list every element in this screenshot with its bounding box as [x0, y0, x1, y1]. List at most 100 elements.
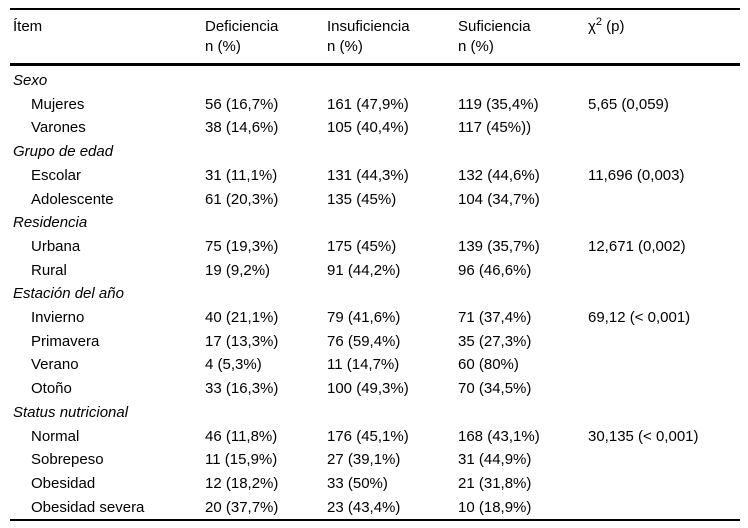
cell-chi-squared: 5,65 (0,059) [588, 95, 669, 113]
group-label: Sexo [13, 72, 48, 89]
table-row: Urbana 75 (19,3%) 175 (45%) 139 (35,7%) 12,6… [10, 235, 740, 259]
cell-chi-squared [588, 448, 740, 472]
cell-chi-squared [588, 330, 740, 354]
row-label: Invierno [31, 309, 85, 327]
table-row: Sobrepeso 11 (15,9%) 27 (39,1%) 31 (44,9%) [10, 448, 740, 472]
cell-chi-squared [588, 116, 740, 140]
cell-suficiencia: 96 (46,6%) [458, 261, 532, 279]
col-header-insuficiencia: Insuficiencia n (%) [327, 9, 458, 65]
cell-chi-squared [588, 259, 740, 283]
group-row: Grupo de edad [10, 140, 740, 164]
col-header-insuficiencia-label: Insuficiencia [327, 18, 410, 35]
cell-deficiencia: 31 (11,1%) [205, 166, 278, 184]
group-row: Residencia [10, 211, 740, 235]
group-label: Grupo de edad [13, 143, 114, 161]
cell-chi-squared [588, 496, 740, 521]
cell-deficiencia: 11 (15,9%) [205, 451, 278, 469]
group-row: Sexo [10, 65, 740, 93]
table-body: Sexo Mujeres 56 (16,7%) 161 (47,9%) 119 (35,… [10, 65, 740, 521]
cell-suficiencia: 35 (27,3%) [458, 332, 532, 350]
group-label: Estación del año [13, 285, 124, 303]
cell-insuficiencia: 135 (45%) [327, 190, 397, 208]
cell-insuficiencia: 11 (14,7%) [327, 356, 400, 374]
cell-suficiencia: 60 (80%) [458, 356, 519, 374]
table-row: Verano 4 (5,3%) 11 (14,7%) 60 (80%) [10, 353, 740, 377]
group-row: Status nutricional [10, 401, 740, 425]
cell-chi-squared [588, 188, 740, 212]
cell-chi-squared: 12,671 (0,002) [588, 237, 686, 255]
cell-deficiencia: 4 (5,3%) [205, 356, 262, 374]
col-header-suficiencia-sub: n (%) [458, 38, 494, 55]
cell-suficiencia: 139 (35,7%) [458, 237, 540, 255]
cell-suficiencia: 70 (34,5%) [458, 380, 532, 398]
cell-chi-squared: 11,696 (0,003) [588, 166, 685, 184]
chi-p-label: (p) [602, 18, 625, 35]
col-header-suficiencia-label: Suficiencia [458, 18, 531, 35]
col-header-insuficiencia-sub: n (%) [327, 38, 363, 55]
cell-deficiencia: 61 (20,3%) [205, 190, 279, 208]
cell-suficiencia: 168 (43,1%) [458, 427, 540, 445]
col-header-item-label: Ítem [13, 18, 43, 35]
row-label: Sobrepeso [31, 451, 104, 469]
cell-deficiencia: 40 (21,1%) [205, 309, 279, 327]
row-label: Varones [31, 119, 86, 137]
col-header-deficiencia-label: Deficiencia [205, 18, 279, 35]
row-label: Obesidad severa [31, 498, 145, 516]
cell-chi-squared [588, 472, 740, 496]
cell-deficiencia: 46 (11,8%) [205, 427, 278, 445]
cell-insuficiencia: 79 (41,6%) [327, 309, 401, 327]
col-header-chi-squared: χ2 (p) [588, 9, 740, 65]
cell-chi-squared [588, 377, 740, 401]
row-label: Mujeres [31, 95, 85, 113]
cell-insuficiencia: 91 (44,2%) [327, 261, 401, 279]
cell-suficiencia: 119 (35,4%) [458, 95, 539, 113]
chi-symbol: χ [588, 18, 596, 35]
cell-chi-squared: 30,135 (< 0,001) [588, 427, 699, 445]
cell-deficiencia: 75 (19,3%) [205, 237, 279, 255]
cell-suficiencia: 117 (45%)) [458, 119, 532, 137]
cell-deficiencia: 56 (16,7%) [205, 95, 279, 113]
col-header-suficiencia: Suficiencia n (%) [458, 9, 588, 65]
cell-insuficiencia: 27 (39,1%) [327, 451, 401, 469]
row-label: Obesidad [31, 474, 96, 492]
group-label: Residencia [13, 214, 88, 232]
cell-suficiencia: 31 (44,9%) [458, 451, 532, 469]
table-row: Varones 38 (14,6%) 105 (40,4%) 117 (45%)) [10, 116, 740, 140]
header-row: Ítem Deficiencia n (%) Insuficiencia n (… [10, 9, 740, 65]
cell-insuficiencia: 33 (50%) [327, 474, 388, 492]
cell-chi-squared [588, 353, 740, 377]
row-label: Normal [31, 427, 80, 445]
table-row: Otoño 33 (16,3%) 100 (49,3%) 70 (34,5%) [10, 377, 740, 401]
table-row: Escolar 31 (11,1%) 131 (44,3%) 132 (44,6%) 1… [10, 164, 740, 188]
table-row: Rural 19 (9,2%) 91 (44,2%) 96 (46,6%) [10, 259, 740, 283]
row-label: Adolescente [31, 190, 114, 208]
col-header-deficiencia: Deficiencia n (%) [205, 9, 327, 65]
row-label: Urbana [31, 237, 81, 255]
cell-deficiencia: 19 (9,2%) [205, 261, 271, 279]
cell-deficiencia: 38 (14,6%) [205, 119, 279, 137]
table-row: Obesidad 12 (18,2%) 33 (50%) 21 (31,8%) [10, 472, 740, 496]
cell-insuficiencia: 23 (43,4%) [327, 498, 401, 516]
table-header: Ítem Deficiencia n (%) Insuficiencia n (… [10, 9, 740, 65]
cell-deficiencia: 12 (18,2%) [205, 474, 279, 492]
table-row: Mujeres 56 (16,7%) 161 (47,9%) 119 (35,4%) 5… [10, 93, 740, 117]
col-header-deficiencia-sub: n (%) [205, 38, 241, 55]
cell-suficiencia: 71 (37,4%) [458, 309, 532, 327]
cell-insuficiencia: 105 (40,4%) [327, 119, 409, 137]
cell-insuficiencia: 161 (47,9%) [327, 95, 409, 113]
cell-deficiencia: 17 (13,3%) [205, 332, 279, 350]
table-row: Invierno 40 (21,1%) 79 (41,6%) 71 (37,4%) 69… [10, 306, 740, 330]
row-label: Otoño [31, 380, 72, 398]
row-label: Rural [31, 261, 67, 279]
table-row: Obesidad severa 20 (37,7%) 23 (43,4%) 10 (1… [10, 496, 740, 521]
cell-insuficiencia: 76 (59,4%) [327, 332, 401, 350]
row-label: Primavera [31, 332, 100, 350]
chi-superscript: 2 [595, 16, 602, 28]
cell-deficiencia: 20 (37,7%) [205, 498, 279, 516]
cell-suficiencia: 104 (34,7%) [458, 190, 540, 208]
row-label: Verano [31, 356, 79, 374]
row-label: Escolar [31, 166, 82, 184]
cell-suficiencia: 10 (18,9%) [458, 498, 532, 516]
group-row: Estación del año [10, 282, 740, 306]
